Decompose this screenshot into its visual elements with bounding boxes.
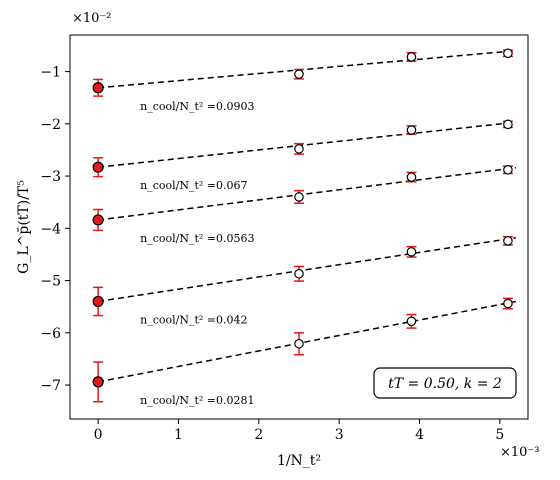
extrapolated-point bbox=[92, 161, 104, 173]
plot-frame bbox=[69, 34, 529, 420]
data-point bbox=[503, 236, 513, 246]
series-label: n_cool/N_t² =0.0281 bbox=[140, 394, 254, 407]
x-tick-label: 5 bbox=[495, 427, 504, 443]
x-exponent-label: ×10⁻³ bbox=[500, 445, 540, 460]
x-axis-label: 1/N_t² bbox=[277, 453, 321, 469]
data-point bbox=[406, 52, 417, 62]
annotation-box: tT = 0.50, k = 2 bbox=[373, 367, 517, 399]
fit-line bbox=[98, 121, 517, 168]
y-tick-label: −3 bbox=[40, 169, 61, 185]
series-label: n_cool/N_t² =0.067 bbox=[140, 179, 247, 192]
y-tick-label: −1 bbox=[40, 65, 61, 81]
data-point bbox=[406, 125, 417, 135]
data-point bbox=[503, 48, 513, 59]
extrapolated-point bbox=[92, 214, 104, 226]
data-point bbox=[294, 144, 304, 154]
y-tick-label: −2 bbox=[40, 117, 61, 133]
x-tick-label: 1 bbox=[174, 427, 183, 443]
data-point bbox=[294, 192, 304, 202]
x-tick-label: 3 bbox=[335, 427, 344, 443]
series-label: n_cool/N_t² =0.0903 bbox=[140, 100, 254, 113]
series-labels: n_cool/N_t² =0.0903 n_cool/N_t² =0.067 n_c… bbox=[140, 100, 254, 407]
fit-line bbox=[98, 166, 517, 221]
data-point bbox=[294, 338, 304, 349]
x-tick-label: 4 bbox=[415, 427, 424, 443]
fit-lines bbox=[97, 49, 517, 383]
data-point bbox=[503, 119, 513, 130]
fit-line bbox=[97, 300, 517, 383]
y-tick-label: −5 bbox=[40, 274, 61, 290]
data-point bbox=[406, 316, 417, 327]
x-tick-label: 2 bbox=[254, 427, 263, 443]
data-point bbox=[406, 172, 417, 182]
annotation-box-text: tT = 0.50, k = 2 bbox=[388, 376, 502, 392]
y-tick-label: −4 bbox=[40, 221, 61, 237]
series-label: n_cool/N_t² =0.042 bbox=[140, 313, 247, 326]
y-exponent-label: ×10⁻² bbox=[72, 11, 112, 26]
fit-line bbox=[98, 236, 517, 303]
y-tick-label: −7 bbox=[40, 378, 61, 394]
data-point bbox=[406, 247, 417, 257]
data-point bbox=[294, 268, 304, 279]
x-tick-label: 0 bbox=[94, 427, 103, 443]
annotation-box-frame bbox=[373, 367, 517, 399]
data-point bbox=[503, 164, 513, 175]
data-point bbox=[294, 69, 304, 79]
extrapolated-point bbox=[92, 295, 104, 308]
extrapolated-point bbox=[92, 82, 104, 94]
markers bbox=[92, 48, 513, 388]
series-label: n_cool/N_t² =0.0563 bbox=[140, 232, 254, 245]
y-axis-ticks: −7 −6 −5 −4 −3 −2 −1 bbox=[40, 65, 70, 394]
y-axis-label: G_L^p̄(tT)/T⁵ bbox=[16, 180, 32, 274]
y-tick-label: −6 bbox=[40, 326, 61, 342]
data-point bbox=[503, 298, 513, 309]
fit-line bbox=[98, 49, 517, 89]
x-axis-ticks: 0 1 2 3 4 5 bbox=[94, 419, 504, 443]
extrapolated-point bbox=[92, 376, 104, 388]
